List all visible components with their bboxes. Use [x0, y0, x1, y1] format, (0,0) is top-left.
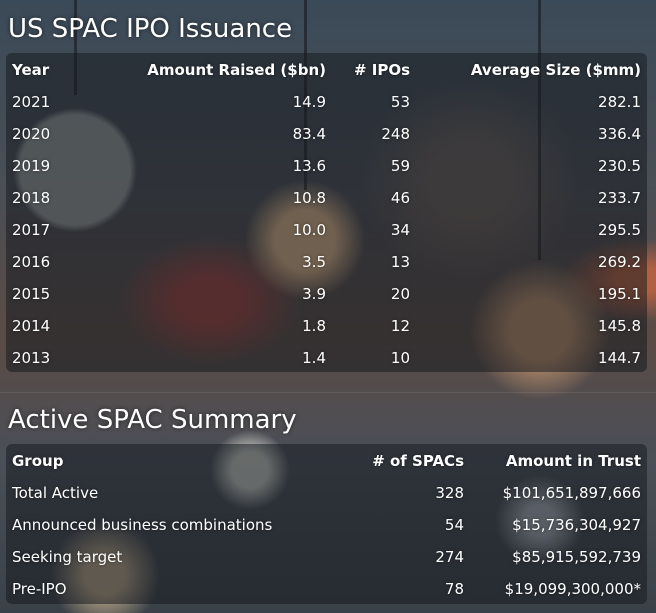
table-row: 2016 3.5 13 269.2: [6, 246, 647, 278]
summary-section-title: Active SPAC Summary: [8, 405, 297, 435]
group-cell: Announced business combinations: [12, 516, 273, 534]
amount-cell: 83.4: [292, 125, 326, 143]
ipos-cell: 34: [390, 221, 410, 239]
summary-table-panel: Group # of SPACs Amount in Trust Total A…: [6, 444, 647, 604]
ipos-cell: 13: [390, 253, 410, 271]
section-divider: [0, 392, 656, 393]
ipo-table-panel: Year Amount Raised ($bn) # IPOs Average …: [6, 53, 647, 372]
ipos-cell: 20: [390, 285, 410, 303]
amount-cell: 1.4: [302, 349, 326, 367]
column-header-ipos[interactable]: # IPOs: [353, 60, 410, 79]
average-size-cell: 269.2: [598, 253, 641, 271]
column-header-amount-in-trust[interactable]: Amount in Trust: [505, 451, 641, 470]
group-cell: Total Active: [12, 484, 99, 502]
ipos-cell: 46: [390, 189, 410, 207]
summary-header-row: Group # of SPACs Amount in Trust: [6, 444, 647, 477]
year-cell: 2017: [12, 221, 51, 239]
table-row: 2018 10.8 46 233.7: [6, 182, 647, 214]
amount-cell: 10.0: [292, 221, 326, 239]
amount-cell: 14.9: [292, 93, 326, 111]
table-row: 2013 1.4 10 144.7: [6, 342, 647, 374]
spac-count-cell: 328: [435, 484, 464, 502]
group-cell: Seeking target: [12, 548, 123, 566]
average-size-cell: 336.4: [598, 125, 641, 143]
bulb-cord: [74, 0, 77, 95]
average-size-cell: 144.7: [598, 349, 641, 367]
table-row: 2015 3.9 20 195.1: [6, 278, 647, 310]
column-header-average-size[interactable]: Average Size ($mm): [470, 60, 641, 79]
spac-count-cell: 54: [444, 516, 464, 534]
table-row: Total Active 328 $101,651,897,666: [6, 477, 647, 509]
amount-cell: 10.8: [292, 189, 326, 207]
column-header-group[interactable]: Group: [12, 451, 64, 470]
year-cell: 2020: [12, 125, 51, 143]
amount-cell: 3.5: [302, 253, 326, 271]
average-size-cell: 195.1: [598, 285, 641, 303]
column-header-amount[interactable]: Amount Raised ($bn): [147, 60, 326, 79]
ipos-cell: 10: [390, 349, 410, 367]
table-row: 2019 13.6 59 230.5: [6, 150, 647, 182]
column-header-year[interactable]: Year: [12, 60, 50, 79]
table-row: Seeking target 274 $85,915,592,739: [6, 541, 647, 573]
ipos-cell: 53: [390, 93, 410, 111]
table-row: Announced business combinations 54 $15,736…: [6, 509, 647, 541]
year-cell: 2021: [12, 93, 51, 111]
year-cell: 2015: [12, 285, 51, 303]
average-size-cell: 145.8: [598, 317, 641, 335]
amount-cell: 13.6: [292, 157, 326, 175]
year-cell: 2013: [12, 349, 51, 367]
year-cell: 2016: [12, 253, 51, 271]
average-size-cell: 230.5: [598, 157, 641, 175]
year-cell: 2014: [12, 317, 51, 335]
average-size-cell: 233.7: [598, 189, 641, 207]
group-cell: Pre-IPO: [12, 580, 67, 598]
amount-in-trust-cell: $101,651,897,666: [502, 484, 641, 502]
ipo-table: Year Amount Raised ($bn) # IPOs Average …: [6, 53, 647, 374]
amount-in-trust-cell: $19,099,300,000*: [504, 580, 641, 598]
year-cell: 2019: [12, 157, 51, 175]
ipos-cell: 12: [390, 317, 410, 335]
amount-in-trust-cell: $15,736,304,927: [512, 516, 641, 534]
table-row: 2017 10.0 34 295.5: [6, 214, 647, 246]
summary-table: Group # of SPACs Amount in Trust Total A…: [6, 444, 647, 605]
average-size-cell: 295.5: [598, 221, 641, 239]
column-header-spac-count[interactable]: # of SPACs: [372, 451, 464, 470]
year-cell: 2018: [12, 189, 51, 207]
table-row: 2014 1.8 12 145.8: [6, 310, 647, 342]
amount-cell: 3.9: [302, 285, 326, 303]
amount-in-trust-cell: $85,915,592,739: [512, 548, 641, 566]
average-size-cell: 282.1: [598, 93, 641, 111]
ipos-cell: 248: [381, 125, 410, 143]
spac-count-cell: 78: [444, 580, 464, 598]
table-row: 2020 83.4 248 336.4: [6, 118, 647, 150]
ipos-cell: 59: [390, 157, 410, 175]
spac-count-cell: 274: [435, 548, 464, 566]
ipo-header-row: Year Amount Raised ($bn) # IPOs Average …: [6, 53, 647, 86]
amount-cell: 1.8: [302, 317, 326, 335]
ipo-section-title: US SPAC IPO Issuance: [8, 14, 293, 44]
table-row: 2021 14.9 53 282.1: [6, 86, 647, 118]
table-row: Pre-IPO 78 $19,099,300,000*: [6, 573, 647, 605]
